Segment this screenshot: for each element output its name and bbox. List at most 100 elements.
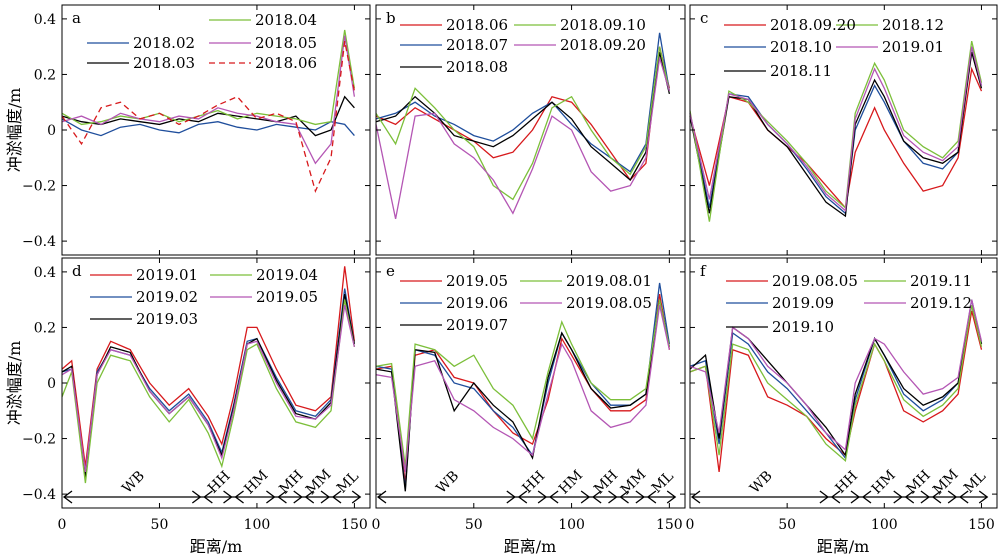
series-line-a-2018.03: [61, 95, 355, 137]
zone-label-MH: MH: [591, 467, 621, 497]
ytick-label: 0.2: [34, 67, 56, 83]
series-line-f-2019.12: [689, 299, 983, 451]
legend-label: 2018.08: [446, 58, 508, 76]
xtick-label: 50: [778, 517, 796, 533]
legend-label: 2018.12: [882, 16, 944, 34]
series-line-a-2018.02: [61, 118, 355, 137]
series-line-f-2019.08.05: [689, 310, 983, 472]
zone-label-MM: MM: [303, 467, 335, 499]
legend-label: 2018.04: [255, 11, 317, 29]
ytick-label: 0.4: [34, 12, 56, 28]
xtick-label: 150: [341, 517, 368, 533]
panel-label-b: b: [386, 9, 396, 27]
legend-label: 2019.07: [446, 316, 508, 334]
series-line-f-2019.09: [689, 299, 983, 460]
legend-label: 2018.09.10: [560, 16, 646, 34]
series-line-a-2018.04: [61, 29, 356, 126]
series-line-a-2018.06: [61, 40, 356, 193]
xtick-label: 50: [151, 517, 169, 533]
zone-arrow-head: [893, 490, 903, 504]
zone-arrow-head: [959, 490, 969, 504]
zone-arrow-head: [830, 490, 841, 504]
xtick-label: 100: [244, 517, 271, 533]
xtick-label: 150: [968, 517, 995, 533]
legend-label: 2018.09.20: [560, 36, 646, 54]
legend-label: 2019.08.01: [566, 272, 652, 290]
y-axis-label: 冲淤幅度/m: [5, 341, 24, 426]
zone-label-HM: HM: [556, 467, 586, 497]
axes-box-c: [689, 4, 998, 256]
xtick-label: 50: [465, 517, 483, 533]
panel-label-e: e: [386, 262, 395, 280]
series-line-e-2019.06: [375, 282, 671, 489]
legend-label: 2019.08.05: [772, 272, 858, 290]
series-line-d-2019.03: [61, 293, 356, 478]
ytick-label: −0.2: [22, 179, 56, 195]
zone-label-WB: WB: [747, 468, 776, 497]
zone-arrow-head: [223, 490, 233, 504]
zone-arrow-head: [293, 490, 303, 504]
series-line-c-2019.01: [689, 46, 983, 212]
zone-arrow-head: [203, 490, 213, 504]
zone-arrow-head: [580, 490, 591, 504]
legend-label: 2018.06: [446, 16, 508, 34]
x-axis-label: 距离/m: [817, 537, 870, 556]
series-line-c-2018.10: [689, 46, 983, 215]
zone-label-ML: ML: [649, 468, 677, 496]
series-line-b-2018.06: [375, 46, 671, 182]
zone-label-HH: HH: [205, 468, 234, 497]
zone-label-HH: HH: [833, 468, 862, 497]
legend-label: 2019.06: [446, 294, 508, 312]
zone-label-MH: MH: [276, 467, 306, 497]
zone-label-HM: HM: [241, 467, 271, 497]
series-line-d-2019.05: [61, 305, 356, 472]
legend-label: 2018.03: [133, 54, 195, 72]
x-axis-label: 距离/m: [504, 537, 557, 556]
zone-arrow-head: [646, 490, 657, 504]
series-line-b-2018.09.10: [375, 46, 671, 201]
panel-d: [61, 257, 371, 509]
panel-label-d: d: [72, 262, 82, 280]
legend-label: 2018.09.20: [770, 16, 856, 34]
zone-arrow-head: [277, 490, 287, 504]
legend-label: 2019.12: [910, 294, 972, 312]
legend-label: 2019.08.05: [566, 294, 652, 312]
zone-arrow-head: [666, 490, 677, 504]
panel-a: [61, 4, 371, 256]
legend-label: 2019.01: [136, 266, 198, 284]
series-line-e-2019.08.01: [375, 299, 671, 467]
panel-label-a: a: [72, 9, 81, 27]
x-axis-label: 距离/m: [190, 537, 243, 556]
series-line-c-2018.09.20: [689, 66, 983, 210]
series-line-e-2019.07: [375, 299, 671, 492]
zone-label-MM: MM: [930, 467, 962, 499]
legend-label: 2019.04: [256, 266, 318, 284]
panel-label-f: f: [700, 262, 707, 280]
series-line-f-2019.11: [689, 305, 983, 463]
series-line-c-2018.11: [689, 52, 983, 218]
xtick-label: 100: [558, 517, 585, 533]
panel-c: [689, 4, 998, 256]
zone-arrow-head: [234, 490, 244, 504]
legend-label: 2019.10: [772, 318, 834, 336]
series-line-b-2018.07: [375, 32, 671, 173]
zone-arrow-head: [904, 490, 915, 504]
series-line-c-2018.12: [689, 40, 983, 222]
zone-arrow-head: [376, 490, 387, 504]
series-line-e-2019.08.05: [375, 305, 671, 472]
ytick-label: 0: [47, 376, 56, 392]
zone-label-ML: ML: [334, 468, 362, 496]
legend-label: 2018.11: [770, 62, 832, 80]
zone-label-ML: ML: [961, 468, 989, 496]
zone-arrow-head: [819, 490, 829, 504]
series-line-b-2018.09.20: [375, 57, 671, 220]
legend-label: 2018.05: [255, 34, 317, 52]
zone-arrow-head: [608, 490, 618, 504]
ytick-label: −0.4: [22, 234, 56, 250]
zone-label-MH: MH: [904, 467, 934, 497]
zone-arrow-head: [931, 490, 942, 504]
zone-arrow-head: [619, 490, 629, 504]
legend-label: 2019.05: [256, 288, 318, 306]
panel-f: [689, 257, 998, 509]
